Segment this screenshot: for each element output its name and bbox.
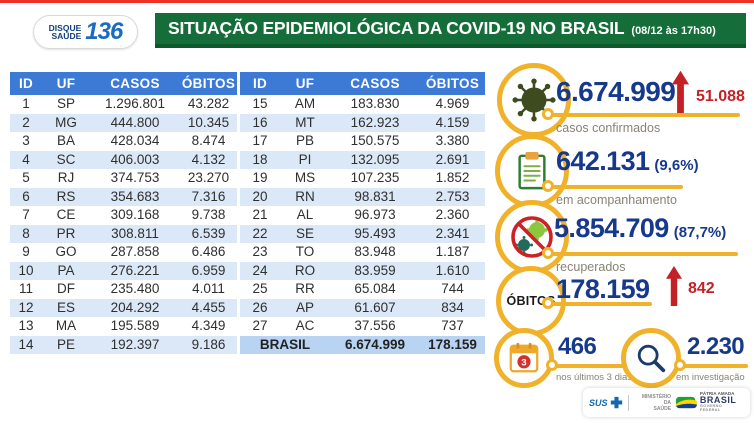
underline [548, 113, 740, 117]
col-id: ID [240, 72, 280, 95]
brasil-flag-icon [676, 396, 697, 409]
table-row: 26 AP 61.607 834 [240, 298, 485, 317]
svg-text:3: 3 [521, 358, 526, 369]
table-row: 14 PE 192.397 9.186 [10, 335, 237, 354]
confirmed-label: casos confirmados [556, 121, 661, 135]
monitoring-percent: (9,6%) [654, 157, 699, 174]
table-row: 3 BA 428.034 8.474 [22, 133, 226, 148]
table-row: 27 AC 37.556 737 [252, 318, 464, 333]
table-row: 22 SE 95.493 2.341 [240, 224, 485, 243]
table-row: 15 AM 183.830 4.969 [252, 96, 470, 111]
no-virus-icon [495, 200, 569, 274]
table-row: 6 RS 354.683 7.316 [10, 187, 237, 206]
table-row: 13 MA 195.589 4.349 [18, 318, 226, 333]
confirmed-value: 6.674.999 [556, 76, 676, 107]
col-casos: CASOS [90, 72, 180, 95]
deaths-delta: 842 [688, 280, 715, 297]
confirmed-delta: 51.088 [696, 88, 745, 105]
timestamp: (08/12 às 17h30) [631, 25, 716, 37]
table-row: 4 SC 406.003 4.132 [10, 150, 237, 169]
table-row: 23 TO 83.948 1.187 [252, 244, 470, 259]
table-row: 19 MS 107.235 1.852 [252, 170, 470, 185]
table-row: 21 AL 96.973 2.360 [252, 207, 470, 222]
table-row: 12 ES 204.292 4.455 [10, 298, 237, 317]
title-bar: SITUAÇÃO EPIDEMIOLÓGICA DA COVID-19 NO B… [155, 13, 746, 48]
recent-deaths-value: 466 [558, 333, 597, 360]
total-obitos: 178.159 [420, 335, 485, 354]
top-accent-line [0, 0, 754, 3]
monitoring-value: 642.131 (9,6%) [556, 146, 699, 176]
patria-amada-brasil-logo: PÁTRIA AMADA BRASIL GOVERNO FEDERAL [676, 391, 744, 413]
states-table-right: ID UF CASOS ÓBITOS 15 AM 183.830 4.969 16 MT 1… [240, 72, 485, 354]
underline [552, 364, 640, 368]
brasil-total-row: BRASIL 6.674.999 178.159 [240, 335, 485, 354]
underline-dot [546, 359, 558, 371]
calendar-icon: 3 [494, 328, 554, 388]
recovered-value: 5.854.709 (87,7%) [554, 213, 727, 243]
col-id: ID [10, 72, 42, 95]
table-row: 17 PB 150.575 3.380 [252, 133, 470, 148]
sus-logo: SUS [589, 396, 623, 409]
table-row: 25 RR 65.084 744 [252, 281, 464, 296]
disque-saude-logo: DISQUE SAÚDE 136 [33, 15, 138, 49]
recent-deaths-label: nos últimos 3 dias [556, 372, 633, 383]
col-obitos: ÓBITOS [420, 72, 485, 95]
table-row: 2 MG 444.800 10.345 [10, 113, 237, 132]
investigation-value: 2.230 [687, 333, 745, 360]
table-row: 11 DF 235.480 4.011 [18, 281, 225, 296]
sus-cross-icon [610, 396, 622, 409]
recovered-label: recuperados [556, 260, 626, 274]
underline [548, 302, 652, 306]
page-title: SITUAÇÃO EPIDEMIOLÓGICA DA COVID-19 NO B… [168, 18, 625, 38]
underline [548, 185, 683, 189]
table-row: 18 PI 132.095 2.691 [240, 150, 485, 169]
states-table-left: ID UF CASOS ÓBITOS 1 SP 1.296.801 43.282 2 MG… [10, 72, 237, 354]
table-row: 7 CE 309.168 9.738 [22, 207, 226, 222]
table-header-row: ID UF CASOS ÓBITOS [240, 72, 485, 95]
table-row: 9 GO 287.858 6.486 [22, 244, 226, 259]
monitoring-label: em acompanhamento [556, 193, 677, 207]
table-row: 16 MT 162.923 4.159 [240, 113, 485, 132]
table-row: 5 RJ 374.753 23.270 [22, 170, 230, 185]
deaths-value: 178.159 [556, 274, 650, 304]
ministry-label: MINISTÉRIO DA SAÚDE [641, 393, 672, 412]
table-row: 10 PA 276.221 6.959 [10, 261, 237, 280]
underline [680, 364, 748, 368]
table-row: 24 RO 83.959 1.610 [240, 261, 485, 280]
divider [627, 394, 629, 411]
disque-saude-label: DISQUE SAÚDE [48, 22, 82, 41]
government-logos: SUS MINISTÉRIO DA SAÚDE PÁTRIA AMADA BRA… [583, 388, 750, 417]
recovered-percent: (87,7%) [673, 224, 727, 241]
total-casos: 6.674.999 [330, 335, 420, 354]
table-row: 8 PR 308.811 6.539 [10, 224, 237, 243]
col-uf: UF [42, 72, 90, 95]
underline-dot [542, 297, 554, 309]
underline-dot [542, 247, 554, 259]
underline [548, 252, 738, 256]
up-arrow-icon [672, 70, 689, 114]
magnifier-icon [621, 328, 681, 388]
table-header-row: ID UF CASOS ÓBITOS [10, 72, 237, 95]
clipboard-icon [495, 134, 569, 208]
col-obitos: ÓBITOS [180, 72, 237, 95]
col-uf: UF [280, 72, 330, 95]
col-casos: CASOS [330, 72, 420, 95]
phone-number-136: 136 [85, 18, 123, 45]
total-label: BRASIL [240, 335, 330, 354]
underline-dot [674, 359, 686, 371]
underline-dot [542, 180, 554, 192]
investigation-label: em investigação [676, 372, 745, 383]
table-row: 1 SP 1.296.801 43.282 [22, 96, 230, 111]
underline-dot [542, 108, 554, 120]
virus-icon [497, 63, 571, 137]
up-arrow-icon [666, 266, 682, 306]
table-row: 20 RN 98.831 2.753 [240, 187, 485, 206]
